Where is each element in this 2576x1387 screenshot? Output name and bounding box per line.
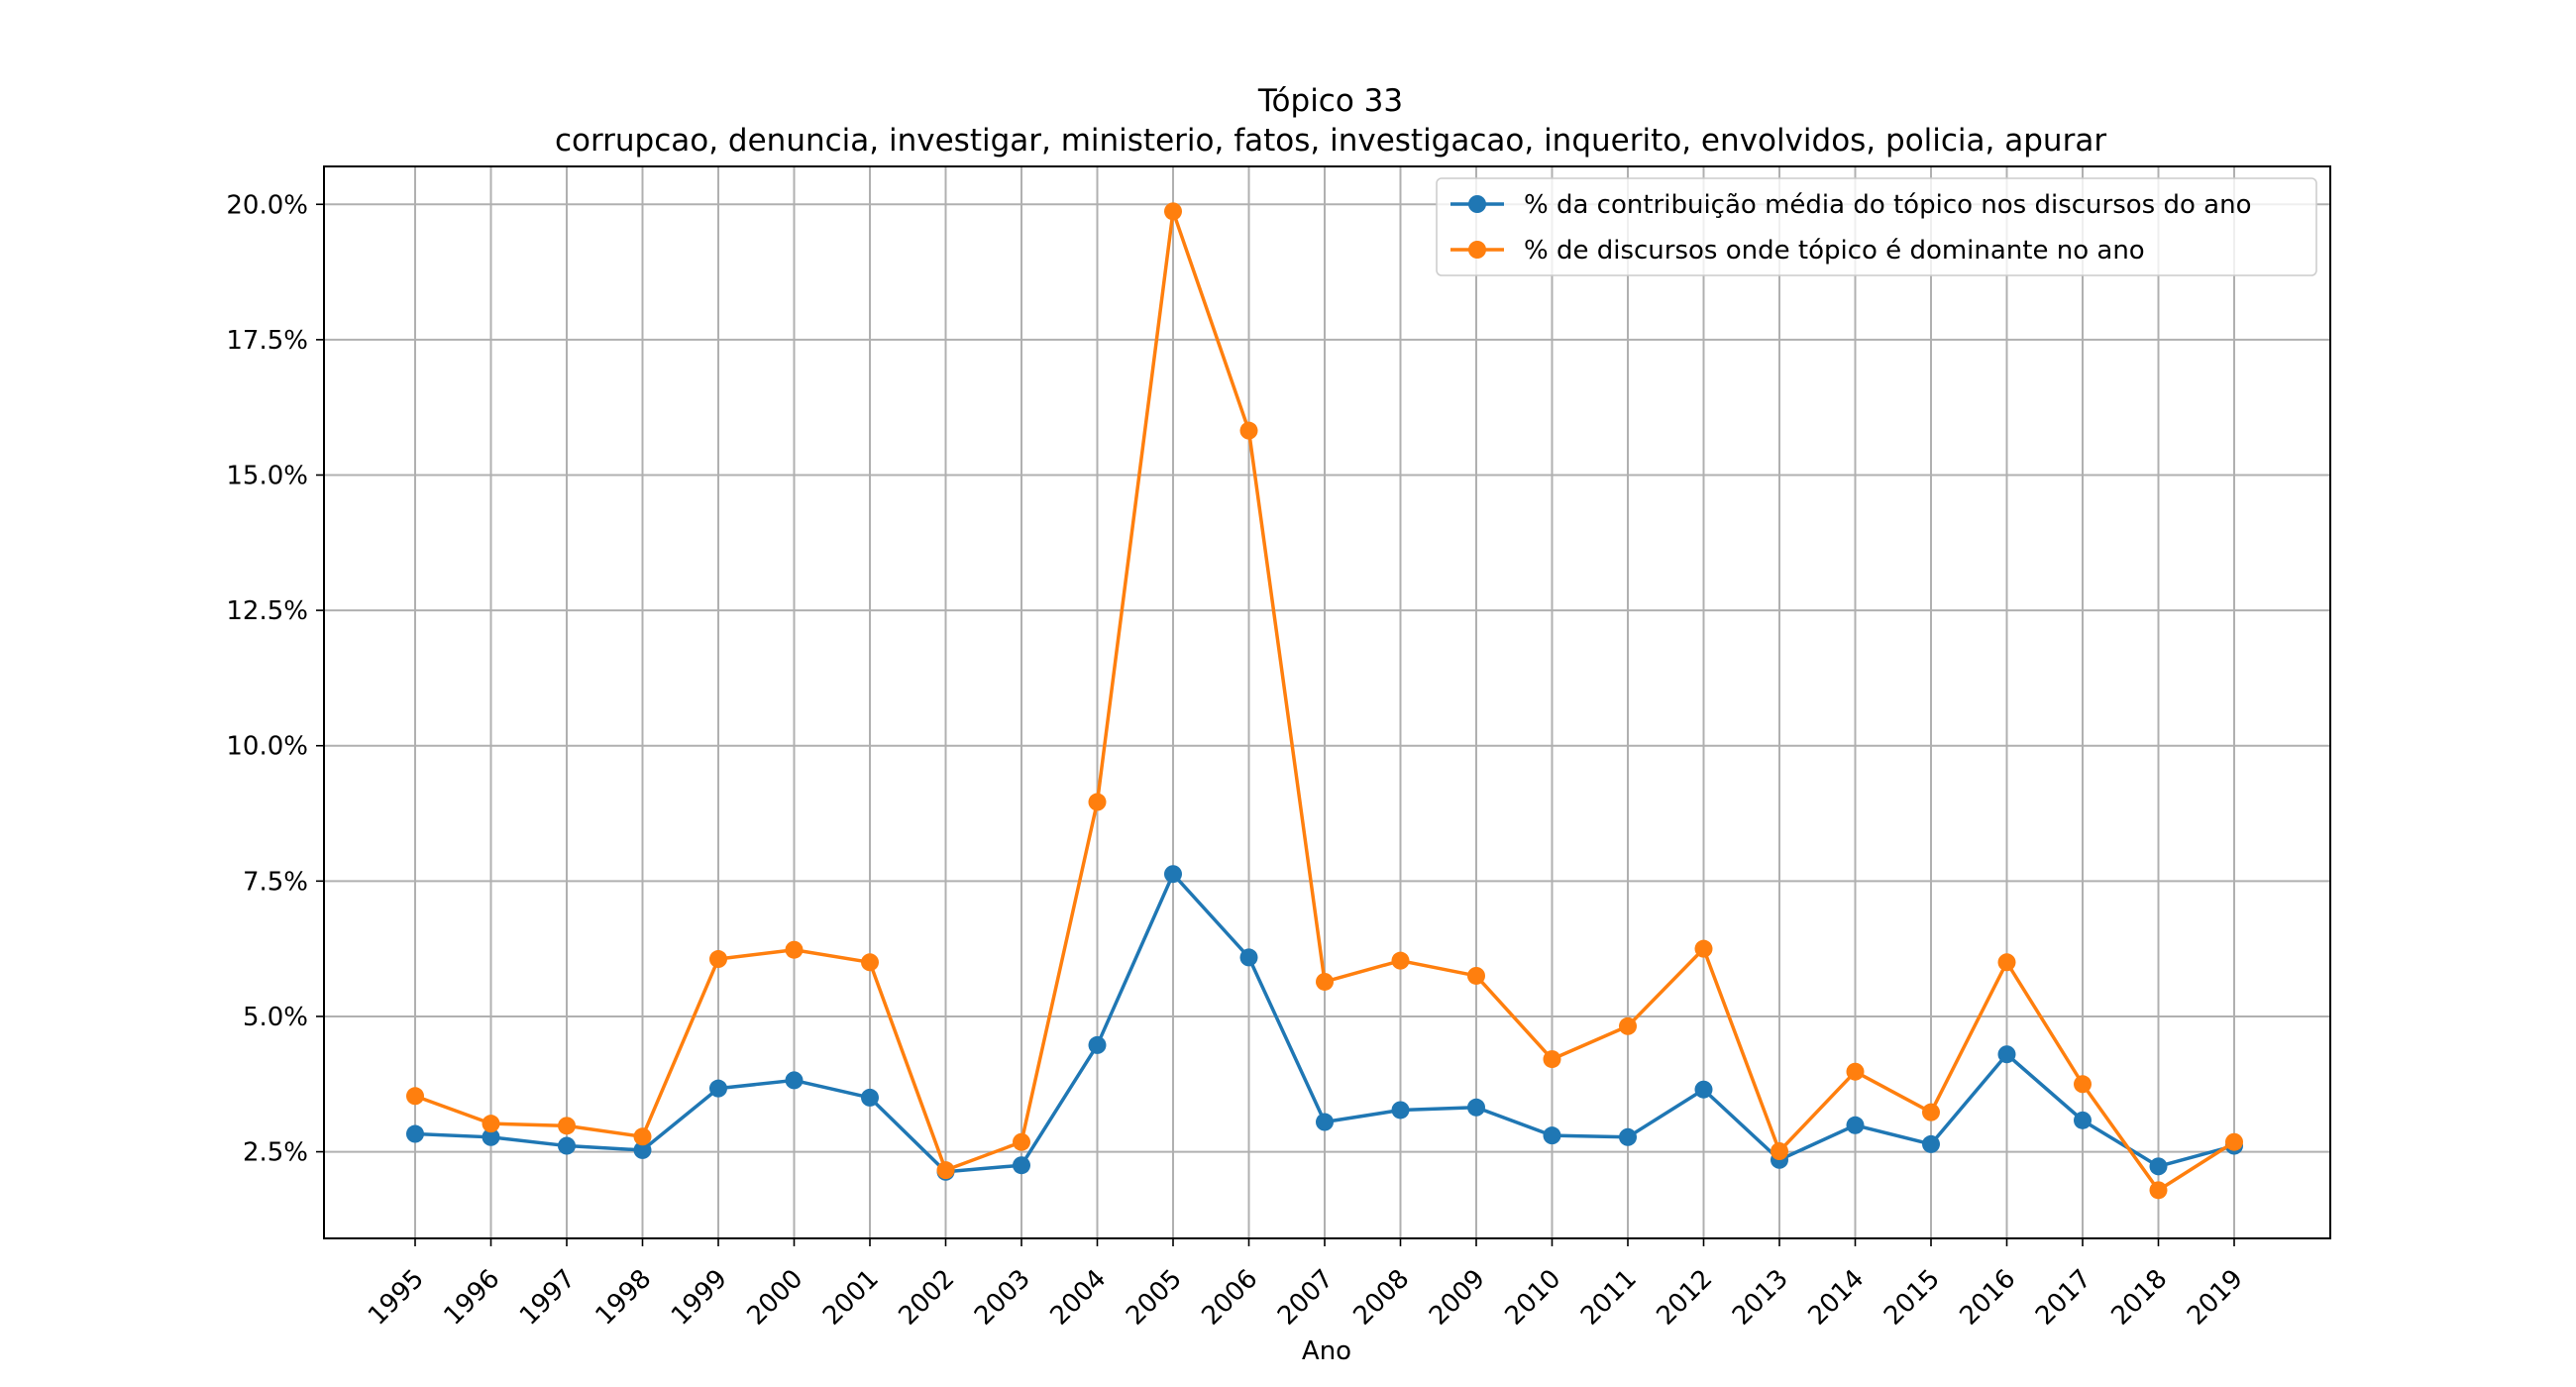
- data-point-series-2: [1164, 202, 1182, 221]
- y-tick-label: 12.5%: [226, 596, 308, 626]
- y-tick-label: 17.5%: [226, 326, 308, 356]
- data-point-series-2: [1771, 1142, 1788, 1161]
- data-point-series-2: [1088, 793, 1107, 811]
- data-point-series-2: [861, 953, 879, 972]
- data-point-series-2: [2074, 1075, 2092, 1094]
- y-tick-label: 7.5%: [243, 867, 308, 897]
- legend-marker-1: [1468, 195, 1486, 213]
- data-point-series-2: [2225, 1132, 2243, 1151]
- y-tick-label: 2.5%: [243, 1138, 308, 1168]
- data-point-series-1: [1013, 1156, 1030, 1175]
- data-point-series-2: [406, 1087, 424, 1106]
- data-point-series-1: [1694, 1080, 1713, 1099]
- legend-box: [1436, 177, 2317, 276]
- plot-series: [406, 202, 2243, 1200]
- data-point-series-1: [482, 1127, 500, 1146]
- chart-title: Tópico 33: [1257, 83, 1403, 119]
- data-point-series-2: [1391, 951, 1410, 970]
- legend-label-2: % de discursos onde tópico é dominante n…: [1524, 236, 2145, 266]
- data-point-series-2: [1467, 966, 1485, 985]
- data-point-series-1: [2149, 1157, 2168, 1176]
- data-point-series-1: [1997, 1045, 2016, 1064]
- data-point-series-1: [1619, 1127, 1637, 1146]
- data-point-series-1: [406, 1124, 424, 1143]
- grid-lines: [324, 166, 2330, 1238]
- data-point-series-1: [1088, 1035, 1107, 1054]
- data-point-series-1: [709, 1079, 727, 1098]
- x-axis-label: Ano: [1302, 1336, 1351, 1366]
- legend-marker-2: [1468, 241, 1486, 259]
- data-point-series-2: [558, 1117, 576, 1135]
- legend: % da contribuição média do tópico nos di…: [1436, 177, 2317, 276]
- data-point-series-2: [1694, 939, 1713, 958]
- data-point-series-1: [861, 1088, 879, 1107]
- data-point-series-1: [558, 1136, 576, 1155]
- data-point-series-2: [1997, 953, 2016, 972]
- data-point-series-2: [1846, 1062, 1865, 1081]
- data-point-series-2: [1239, 421, 1258, 440]
- data-point-series-2: [633, 1127, 652, 1146]
- data-point-series-2: [785, 940, 804, 959]
- data-point-series-1: [1467, 1098, 1485, 1117]
- data-point-series-1: [1391, 1101, 1410, 1120]
- data-point-series-1: [1922, 1134, 1940, 1153]
- data-point-series-2: [709, 950, 727, 969]
- data-point-series-1: [1846, 1116, 1865, 1134]
- data-point-series-2: [482, 1115, 500, 1133]
- data-point-series-1: [2074, 1111, 2092, 1129]
- data-point-series-2: [1543, 1050, 1561, 1069]
- data-point-series-1: [1239, 948, 1258, 967]
- y-tick-label: 5.0%: [243, 1003, 308, 1032]
- data-point-series-1: [785, 1071, 804, 1090]
- data-point-series-2: [2149, 1181, 2168, 1200]
- chart-subtitle: corrupcao, denuncia, investigar, ministe…: [555, 123, 2106, 159]
- data-point-series-1: [1164, 865, 1182, 884]
- data-point-series-2: [936, 1161, 955, 1180]
- y-tick-label: 15.0%: [226, 461, 308, 490]
- data-point-series-2: [1316, 972, 1334, 991]
- legend-label-1: % da contribuição média do tópico nos di…: [1524, 190, 2251, 220]
- data-point-series-2: [1922, 1103, 1940, 1121]
- data-point-series-2: [1619, 1016, 1637, 1035]
- data-point-series-2: [1013, 1132, 1030, 1151]
- y-tick-label: 20.0%: [226, 190, 308, 220]
- y-tick-label: 10.0%: [226, 732, 308, 762]
- plot-frame: [323, 165, 2331, 1239]
- data-point-series-1: [1316, 1113, 1334, 1131]
- data-point-series-1: [633, 1140, 652, 1159]
- data-point-series-1: [1543, 1126, 1561, 1145]
